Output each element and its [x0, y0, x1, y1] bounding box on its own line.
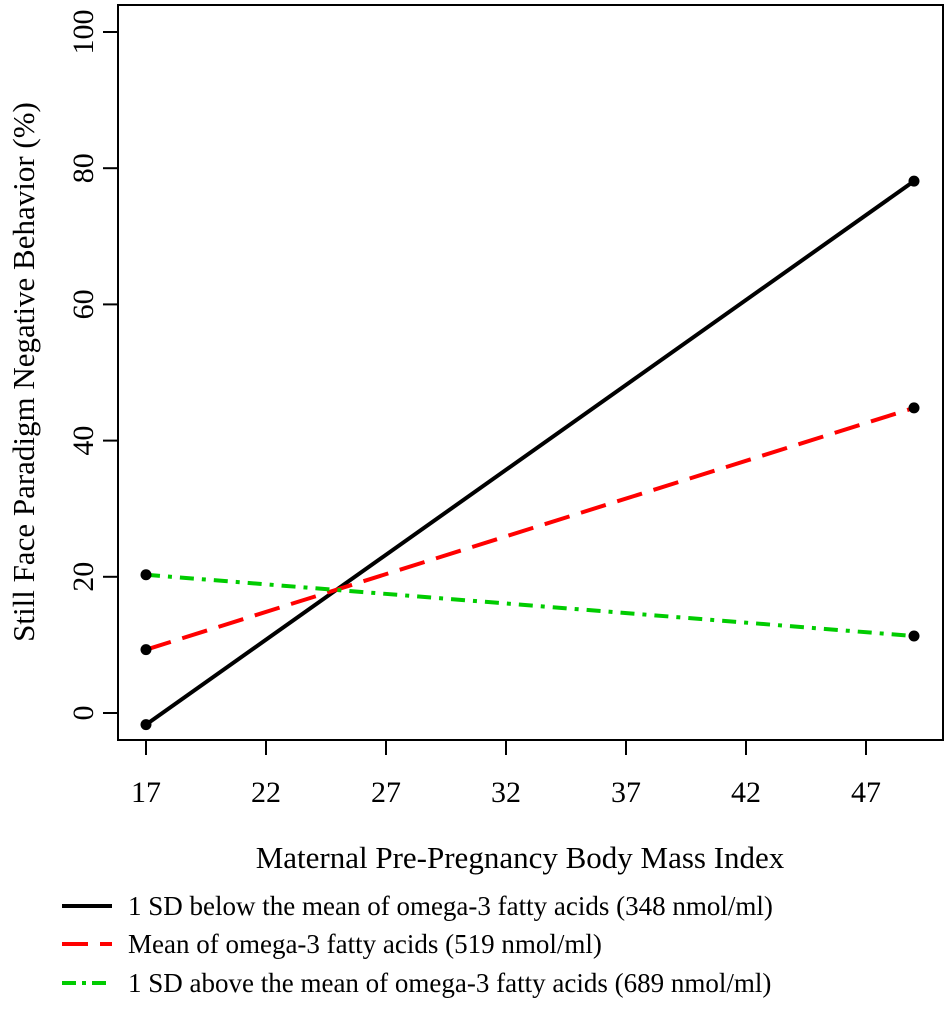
- x-axis-title: Maternal Pre-Pregnancy Body Mass Index: [256, 840, 785, 875]
- x-axis: 17 22 27 32 37 42 47: [131, 740, 881, 809]
- series-line-1: [144, 179, 916, 727]
- x-tick-label: 22: [251, 776, 281, 809]
- series-line-2: [145, 406, 915, 652]
- y-axis-title: Still Face Paradigm Negative Behavior (%…: [6, 102, 41, 642]
- x-tick-label: 32: [491, 776, 521, 809]
- series-3-point: [140, 569, 152, 581]
- y-tick-label: 0: [67, 706, 100, 721]
- legend-label-2: Mean of omega-3 fatty acids (519 nmol/ml…: [128, 929, 602, 959]
- series-line-3: [145, 572, 915, 639]
- series-2-point: [140, 644, 152, 656]
- series-1-point: [908, 175, 920, 187]
- y-axis: 0 20 40 60 80 100: [67, 10, 118, 721]
- series-3-point: [908, 630, 920, 642]
- legend-label-3: 1 SD above the mean of omega-3 fatty aci…: [128, 968, 771, 998]
- x-tick-label: 42: [731, 776, 761, 809]
- y-tick-label: 80: [67, 153, 100, 183]
- series-layer: [140, 175, 920, 731]
- y-tick-label: 60: [67, 289, 100, 319]
- y-tick-label: 20: [67, 562, 100, 592]
- x-tick-label: 17: [131, 776, 161, 809]
- series-1-point: [140, 719, 152, 731]
- legend-label-1: 1 SD below the mean of omega-3 fatty aci…: [128, 891, 773, 921]
- plot-frame: [117, 4, 944, 741]
- legend: 1 SD below the mean of omega-3 fatty aci…: [62, 891, 773, 998]
- series-2-point: [908, 402, 920, 414]
- y-tick-label: 40: [67, 426, 100, 456]
- x-tick-label: 27: [371, 776, 401, 809]
- x-tick-label: 47: [851, 776, 881, 809]
- x-tick-label: 37: [611, 776, 641, 809]
- y-tick-label: 100: [67, 10, 100, 55]
